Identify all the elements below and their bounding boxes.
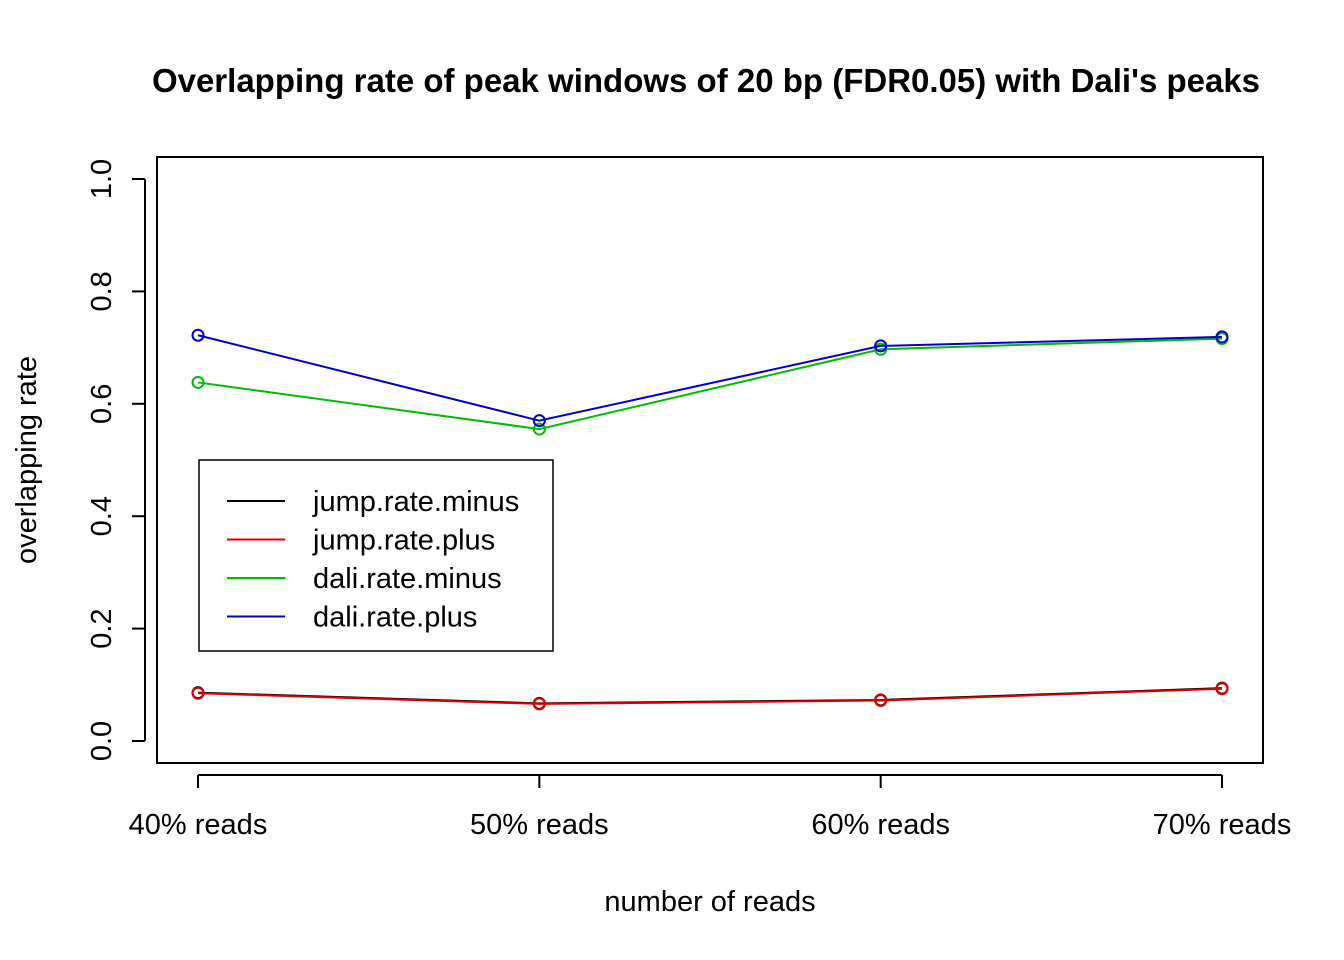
data-point	[191, 686, 205, 700]
data-point	[874, 694, 888, 708]
legend-label: dali.rate.plus	[313, 602, 477, 634]
series-layer	[191, 328, 1229, 711]
series-jump.rate.minus	[191, 681, 1229, 710]
data-point	[532, 422, 546, 436]
x-tick-label: 60% reads	[811, 809, 950, 841]
series-line	[197, 334, 1223, 422]
data-point	[1215, 330, 1229, 344]
data-point	[191, 328, 205, 342]
y-tick-label: 0.8	[86, 271, 118, 311]
series-line	[197, 687, 1223, 705]
data-point	[532, 697, 546, 711]
y-tick-label: 0.2	[86, 608, 118, 648]
y-axis-label: overlapping rate	[11, 356, 43, 564]
series-line	[197, 337, 1223, 431]
legend: jump.rate.minus jump.rate.plus dali.rate.m…	[198, 459, 554, 652]
x-axis-label: number of reads	[604, 886, 815, 918]
y-tick-label: 0.0	[86, 721, 118, 761]
series-line	[197, 687, 1223, 705]
y-axis: 0.0 0.2 0.4 0.6 0.8 1.0	[86, 159, 146, 761]
data-point	[532, 414, 546, 428]
legend-label: dali.rate.minus	[313, 563, 502, 595]
legend-box	[198, 459, 554, 652]
x-axis: 40% reads 50% reads 60% reads 70% reads	[129, 774, 1292, 841]
data-point	[191, 375, 205, 389]
x-tick-label: 40% reads	[129, 809, 268, 841]
x-tick-label: 70% reads	[1153, 809, 1292, 841]
data-point	[874, 339, 888, 353]
y-tick-label: 1.0	[86, 159, 118, 199]
plot-frame	[156, 156, 1264, 764]
legend-label: jump.rate.plus	[312, 525, 495, 557]
series-dali.rate.plus	[191, 328, 1229, 428]
data-point	[1215, 682, 1229, 696]
series-jump.rate.plus	[191, 682, 1229, 711]
x-tick-label: 50% reads	[470, 809, 609, 841]
y-tick-label: 0.6	[86, 384, 118, 424]
chart-title: Overlapping rate of peak windows of 20 b…	[152, 62, 1260, 99]
legend-label: jump.rate.minus	[312, 486, 519, 518]
y-tick-label: 0.4	[86, 496, 118, 536]
